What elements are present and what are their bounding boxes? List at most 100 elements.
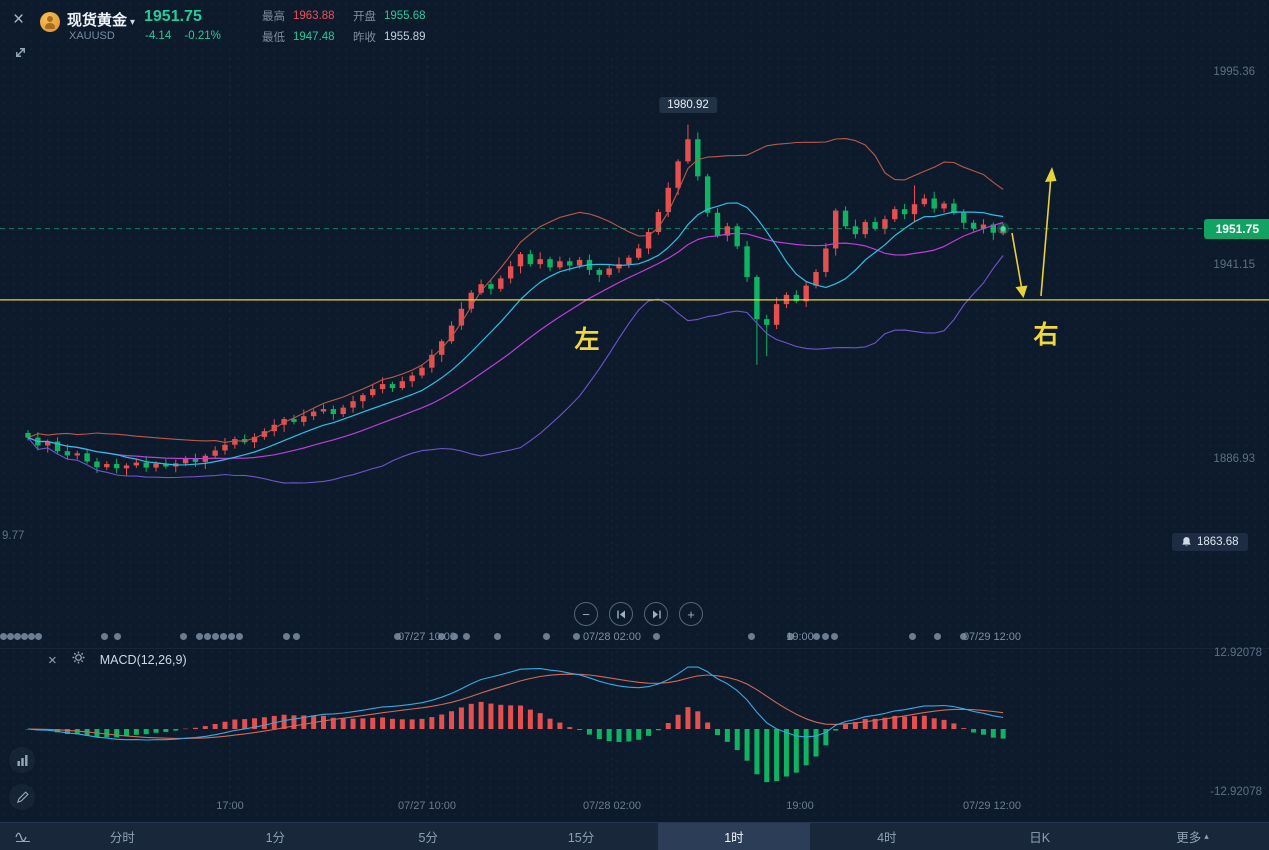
stat-label: 昨收 [353,32,376,44]
event-dot[interactable] [101,633,108,640]
event-dot[interactable] [293,633,300,640]
stat-label: 最低 [262,32,285,44]
stat-value: 1947.48 [293,31,335,43]
chart-nav-buttons: − + [574,602,703,626]
volume-button[interactable] [9,747,35,773]
event-dot[interactable] [114,633,121,640]
event-dot[interactable] [236,633,243,640]
event-dot[interactable] [813,633,820,640]
oscillator-icon [15,832,30,842]
event-dot[interactable] [204,633,211,640]
event-dot[interactable] [21,633,28,640]
zoom-out-button[interactable]: − [574,602,598,626]
macd-histogram [25,701,1006,783]
event-dot[interactable] [909,633,916,640]
event-dot[interactable] [543,633,550,640]
event-dot[interactable] [451,633,458,640]
macd-dif-line [27,666,1004,741]
event-dot[interactable] [0,633,7,640]
macd-close-icon[interactable]: × [48,651,57,669]
skip-end-icon [652,610,661,618]
macd-axis-label: 19:00 [786,800,814,812]
price-tag: 1951.75 [1203,218,1269,239]
event-dot[interactable] [180,633,187,640]
tab-more[interactable]: 更多 ▴ [1176,831,1209,845]
event-dot[interactable] [438,633,445,640]
timeline-label: 07/28 02:00 [582,631,642,643]
skip-end-button[interactable] [644,602,668,626]
change-percent: -0.21% [184,30,221,42]
tab-5min[interactable]: 5分 [418,831,438,845]
peak-price-annotation: 1980.92 [659,97,717,113]
indicator-button[interactable] [0,823,46,850]
symbol-name[interactable]: 现货黄金 ▾ [67,12,136,29]
annotation-right-text: 右 [1033,321,1059,349]
event-dot[interactable] [394,633,401,640]
macd-axis-label: 17:00 [216,800,244,812]
event-dot[interactable] [748,633,755,640]
expand-icon[interactable] [13,45,28,65]
symbol-code: XAUUSD [69,30,115,42]
event-dot[interactable] [787,633,794,640]
event-dot[interactable] [7,633,14,640]
tab-daily[interactable]: 日K [1029,831,1051,845]
left-toolbar [9,747,35,810]
tab-1hour[interactable]: 1时 [657,823,811,850]
macd-axis-min: -12.92078 [1210,786,1262,798]
draw-button[interactable] [9,784,35,810]
down-arrow [1011,232,1023,291]
last-price-dot [1000,226,1006,232]
event-dot[interactable] [960,633,967,640]
event-dot[interactable] [228,633,235,640]
pencil-icon [16,790,29,803]
event-dot[interactable] [220,633,227,640]
stat-label: 最高 [262,11,285,23]
skip-start-icon [616,610,625,618]
symbol-coin-icon [40,12,60,32]
change-value: -4.14 [145,30,172,42]
skip-start-button[interactable] [609,602,633,626]
event-dot[interactable] [494,633,501,640]
event-dot[interactable] [573,633,580,640]
price-axis-label: 1995.36 [1213,66,1255,78]
chevron-down-icon: ▾ [130,17,136,28]
tab-1min[interactable]: 1分 [265,831,286,845]
event-dot[interactable] [28,633,35,640]
zoom-in-button[interactable]: + [679,602,703,626]
daily-stats: 最高 1963.88 开盘 1955.68 最低 1947.48 昨收 1955… [262,8,436,45]
timeline-label: 07/29 12:00 [962,631,1022,643]
volume-icon [17,754,27,766]
alert-badge[interactable]: 1863.68 [1172,532,1248,551]
event-dot[interactable] [283,633,290,640]
event-dot[interactable] [934,633,941,640]
event-dot[interactable] [35,633,42,640]
close-icon[interactable]: × [13,9,25,30]
macd-axis-max: 12.92078 [1214,647,1262,659]
macd-settings-icon[interactable] [72,651,85,669]
left-axis-partial-label: 9.77 [2,530,25,542]
macd-axis-label: 07/29 12:00 [962,800,1022,812]
timeline-label: 07/27 10:00 [397,631,457,643]
tab-4hour[interactable]: 4时 [877,831,897,845]
event-dot[interactable] [831,633,838,640]
candlestick-series [25,124,1006,476]
up-arrow [1040,175,1052,297]
macd-title: MACD(12,26,9) [99,653,187,667]
price-axis-label: 1886.93 [1213,452,1255,465]
event-dot[interactable] [196,633,203,640]
more-caret-icon: ▴ [1204,831,1209,841]
event-dot[interactable] [463,633,470,640]
macd-axis-label: 07/27 10:00 [397,800,457,812]
tab-timeline[interactable]: 分时 [109,831,135,845]
timeframe-tabbar: 分时 1分 5分 15分 1时 4时 日K 更多 ▴ [0,822,1269,850]
event-dot[interactable] [822,633,829,640]
timeline-label: 19:00 [786,631,814,643]
event-dot[interactable] [212,633,219,640]
event-dot[interactable] [653,633,660,640]
event-dot[interactable] [14,633,21,640]
stat-value: 1955.68 [384,10,426,22]
last-price: 1951.75 [144,8,202,25]
tab-15min[interactable]: 15分 [567,831,595,845]
macd-header: × MACD(12,26,9) [48,651,187,669]
